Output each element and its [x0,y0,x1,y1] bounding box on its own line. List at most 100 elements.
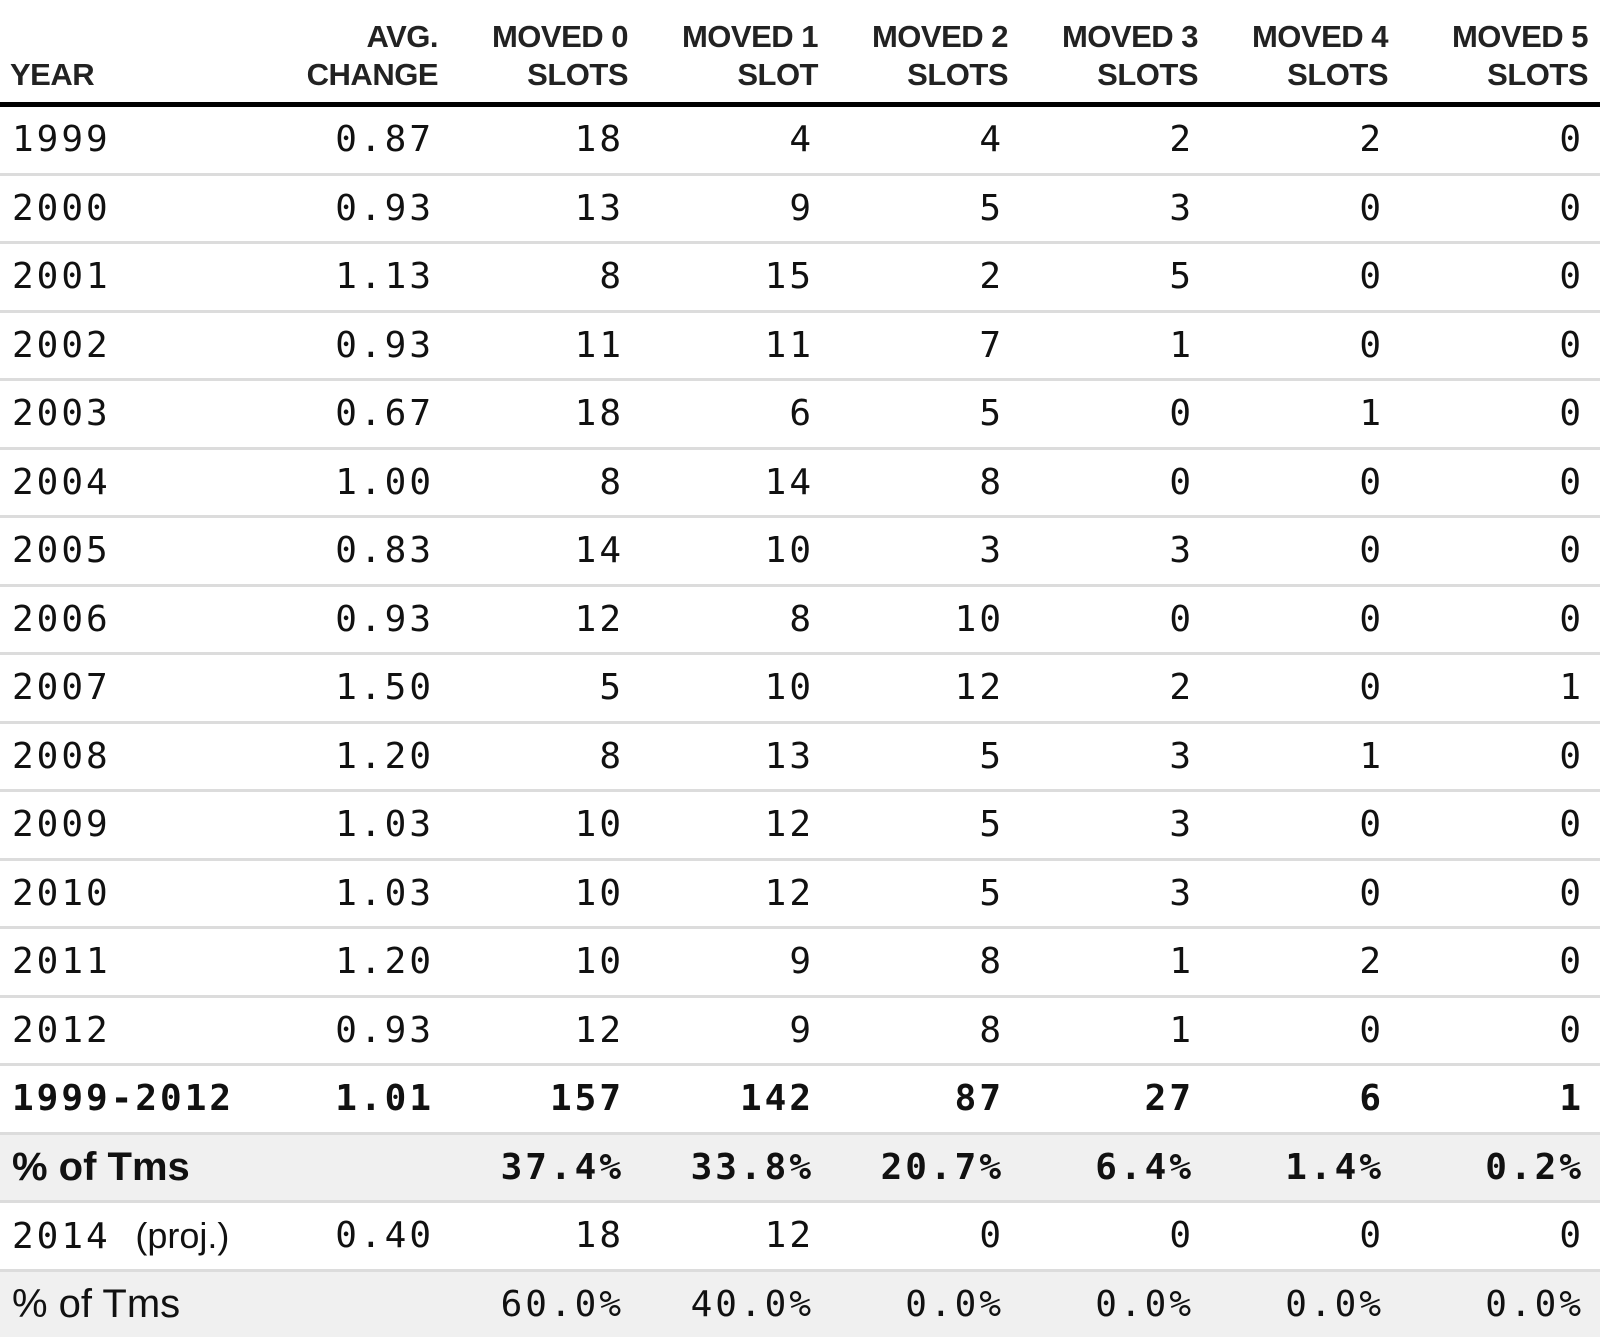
cell-moved-0: 12 [450,585,640,654]
cell-avg-change: 0.93 [260,174,450,243]
cell-moved-5: 0 [1400,517,1600,586]
cell-pct-moved-3: 6.4% [1020,1133,1210,1202]
cell-moved-0: 12 [450,996,640,1065]
header-moved-5: MOVED 5 SLOTS [1400,0,1600,105]
table-header: YEAR AVG. CHANGE MOVED 0 SLOTS MOVED 1 S… [0,0,1600,105]
header-year: YEAR [0,0,260,105]
cell-year: 2007 [0,654,260,723]
cell-pct-proj-moved-0: 60.0% [450,1270,640,1337]
header-year-label: YEAR [10,56,248,94]
cell-moved-2: 4 [830,105,1020,175]
header-line-2: SLOTS [830,56,1008,94]
cell-year: 2011 [0,928,260,997]
cell-moved-1: 12 [640,859,830,928]
cell-moved-4: 1 [1210,380,1400,449]
cell-moved-3: 1 [1020,928,1210,997]
cell-moved-3: 2 [1020,105,1210,175]
cell-moved-0: 8 [450,243,640,312]
cell-total-moved-4: 6 [1210,1065,1400,1134]
cell-pct-proj-moved-1: 40.0% [640,1270,830,1337]
cell-moved-5: 0 [1400,928,1600,997]
cell-moved-1: 11 [640,311,830,380]
cell-moved-1: 4 [640,105,830,175]
percent-total-row: % of Tms 37.4% 33.8% 20.7% 6.4% 1.4% 0.2… [0,1133,1600,1202]
cell-moved-1: 9 [640,996,830,1065]
cell-moved-0: 8 [450,722,640,791]
header-line-1: MOVED 1 [640,18,818,56]
header-line-2: SLOTS [450,56,628,94]
cell-moved-1: 9 [640,928,830,997]
cell-pct-proj-moved-5: 0.0% [1400,1270,1600,1337]
cell-moved-0: 18 [450,380,640,449]
cell-moved-2: 5 [830,859,1020,928]
cell-pct-proj-moved-4: 0.0% [1210,1270,1400,1337]
cell-moved-3: 1 [1020,311,1210,380]
cell-moved-1: 14 [640,448,830,517]
header-line-1: MOVED 2 [830,18,1008,56]
cell-moved-4: 0 [1210,174,1400,243]
cell-moved-5: 0 [1400,722,1600,791]
cell-moved-0: 10 [450,928,640,997]
cell-moved-2: 5 [830,380,1020,449]
cell-proj-moved-3: 0 [1020,1202,1210,1271]
cell-moved-5: 0 [1400,174,1600,243]
cell-proj-label: 2014 (proj.) [0,1202,260,1271]
cell-moved-3: 0 [1020,380,1210,449]
cell-moved-4: 0 [1210,585,1400,654]
cell-moved-2: 3 [830,517,1020,586]
cell-moved-2: 8 [830,996,1020,1065]
cell-moved-0: 14 [450,517,640,586]
cell-moved-2: 8 [830,928,1020,997]
header-moved-3: MOVED 3 SLOTS [1020,0,1210,105]
cell-moved-4: 0 [1210,311,1400,380]
cell-avg-change: 0.93 [260,585,450,654]
cell-proj-avg: 0.40 [260,1202,450,1271]
header-line-1: MOVED 0 [450,18,628,56]
cell-moved-5: 0 [1400,859,1600,928]
cell-avg-change: 1.20 [260,928,450,997]
cell-avg-change: 1.03 [260,791,450,860]
cell-moved-3: 5 [1020,243,1210,312]
cell-moved-1: 6 [640,380,830,449]
cell-total-moved-2: 87 [830,1065,1020,1134]
cell-pct-moved-5: 0.2% [1400,1133,1600,1202]
cell-avg-change: 1.50 [260,654,450,723]
header-line-2: SLOTS [1210,56,1388,94]
cell-moved-4: 2 [1210,928,1400,997]
cell-avg-change: 0.93 [260,311,450,380]
cell-moved-3: 0 [1020,448,1210,517]
cell-moved-3: 2 [1020,654,1210,723]
cell-moved-4: 0 [1210,654,1400,723]
cell-moved-5: 0 [1400,243,1600,312]
cell-pct-proj-moved-3: 0.0% [1020,1270,1210,1337]
cell-moved-1: 15 [640,243,830,312]
cell-year: 2003 [0,380,260,449]
cell-moved-0: 13 [450,174,640,243]
cell-year: 2009 [0,791,260,860]
cell-moved-2: 8 [830,448,1020,517]
cell-moved-1: 9 [640,174,830,243]
cell-moved-4: 0 [1210,996,1400,1065]
cell-moved-3: 3 [1020,722,1210,791]
header-line-1: MOVED 4 [1210,18,1388,56]
cell-moved-1: 8 [640,585,830,654]
cell-moved-1: 12 [640,791,830,860]
proj-note: (proj.) [135,1215,229,1256]
cell-pct-proj-label: % of Tms [0,1270,260,1337]
cell-moved-4: 0 [1210,517,1400,586]
cell-moved-3: 3 [1020,174,1210,243]
cell-moved-0: 11 [450,311,640,380]
header-line-1: MOVED 3 [1020,18,1198,56]
cell-total-moved-3: 27 [1020,1065,1210,1134]
cell-moved-4: 0 [1210,243,1400,312]
cell-moved-0: 5 [450,654,640,723]
cell-moved-2: 12 [830,654,1020,723]
header-row: YEAR AVG. CHANGE MOVED 0 SLOTS MOVED 1 S… [0,0,1600,105]
cell-avg-change: 0.83 [260,517,450,586]
